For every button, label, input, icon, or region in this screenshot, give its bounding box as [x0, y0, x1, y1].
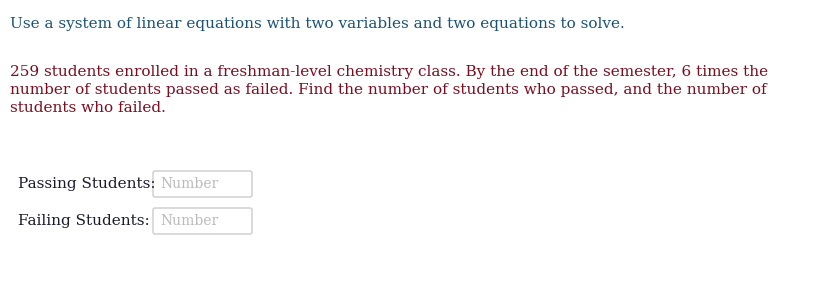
- Text: Passing Students:: Passing Students:: [18, 177, 155, 191]
- Text: 259 students enrolled in a freshman-level chemistry class. By the end of the sem: 259 students enrolled in a freshman-leve…: [10, 65, 768, 79]
- Text: Use a system of linear equations with two variables and two equations to solve.: Use a system of linear equations with tw…: [10, 17, 625, 31]
- Text: students who failed.: students who failed.: [10, 101, 166, 115]
- FancyBboxPatch shape: [153, 208, 252, 234]
- Text: Number: Number: [160, 177, 219, 191]
- FancyBboxPatch shape: [153, 171, 252, 197]
- Text: Failing Students:: Failing Students:: [18, 214, 150, 228]
- Text: number of students passed as failed. Find the number of students who passed, and: number of students passed as failed. Fin…: [10, 83, 767, 97]
- Text: Number: Number: [160, 214, 219, 228]
